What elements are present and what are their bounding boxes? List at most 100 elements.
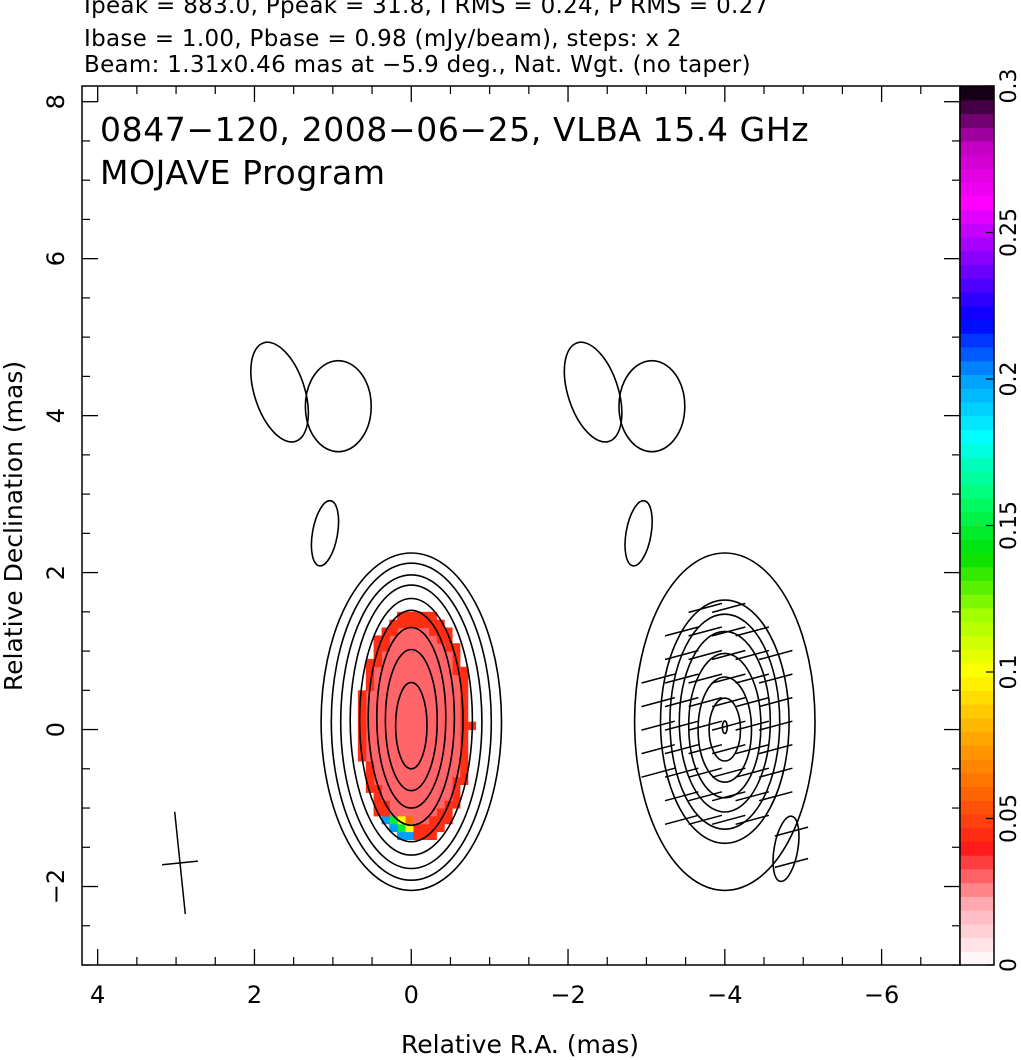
colorbar-swatch xyxy=(960,786,994,801)
polarization-pixel xyxy=(459,729,469,738)
polarization-pixel xyxy=(420,768,430,778)
polarization-pixel xyxy=(381,792,390,801)
polarization-pixel xyxy=(373,643,382,652)
intensity-contour-right xyxy=(678,630,772,813)
colorbar-swatch xyxy=(960,772,994,787)
evpa-tick xyxy=(688,767,723,778)
polarization-pixel xyxy=(420,635,430,644)
polarization-pixel xyxy=(365,690,375,699)
polarization-pixel xyxy=(420,753,430,762)
polarization-pixel xyxy=(420,690,430,699)
polarization-pixel xyxy=(452,682,461,691)
polarization-pixel xyxy=(436,619,445,629)
colorbar-swatch xyxy=(960,621,994,636)
evpa-tick xyxy=(735,626,770,637)
evpa-tick xyxy=(758,767,793,778)
evpa-tick xyxy=(664,743,699,755)
polarization-pixel xyxy=(405,808,414,817)
polarization-pixel xyxy=(436,698,445,707)
colorbar-swatch xyxy=(960,305,994,321)
intensity-contour-right xyxy=(697,676,753,783)
polarization-pixel xyxy=(412,800,422,809)
polarization-pixel xyxy=(428,682,437,691)
polarization-pixel xyxy=(412,721,422,731)
polarization-pixel xyxy=(412,698,422,707)
polarization-pixel xyxy=(452,713,461,723)
polarization-pixel xyxy=(405,682,414,691)
polarization-pixel xyxy=(428,706,437,715)
polarization-pixel xyxy=(405,611,414,621)
polarization-pixel xyxy=(436,674,445,683)
polarization-pixel xyxy=(397,635,406,644)
polarization-pixel xyxy=(459,753,469,762)
polarization-pixel xyxy=(436,690,445,699)
colorbar-swatch xyxy=(960,154,994,169)
faint-contour xyxy=(310,499,340,567)
polarization-pixel xyxy=(436,706,445,715)
polarization-pixel xyxy=(452,658,461,668)
colorbar-swatch xyxy=(960,99,994,114)
y-tick-label: 0 xyxy=(42,722,70,737)
evpa-tick xyxy=(774,826,809,837)
polarization-pixel xyxy=(428,713,437,723)
polarization-pixel xyxy=(405,792,414,801)
colorbar-swatch xyxy=(960,237,994,252)
polarization-pixel xyxy=(389,776,398,785)
polarization-pixel xyxy=(397,745,406,754)
polarization-pixel xyxy=(389,682,398,691)
polarization-pixel xyxy=(452,792,461,801)
polarization-pixel xyxy=(357,729,367,738)
polarization-pixel xyxy=(389,745,398,754)
intensity-contour-left xyxy=(330,562,493,882)
polarization-pixel xyxy=(420,619,430,629)
polarization-pixel xyxy=(397,784,406,793)
colorbar-swatch xyxy=(960,388,994,403)
polarization-pixel xyxy=(373,776,382,785)
colorbar-swatch xyxy=(960,539,994,554)
polarization-pixel xyxy=(420,792,430,801)
polarization-pixel xyxy=(444,753,453,762)
polarization-pixel xyxy=(365,737,375,746)
polarization-pixel xyxy=(365,729,375,738)
polarization-pixel xyxy=(365,721,375,731)
evpa-tick xyxy=(774,857,809,869)
evpa-tick xyxy=(711,767,746,778)
colorbar-swatch xyxy=(960,607,994,623)
polarization-pixel xyxy=(373,760,382,770)
polarization-pixel xyxy=(397,760,406,770)
chart-title-line1: 0847−120, 2008−06−25, VLBA 15.4 GHz xyxy=(100,110,809,149)
polarization-pixel xyxy=(405,690,414,699)
polarization-pixel xyxy=(420,627,430,636)
evpa-tick xyxy=(758,791,793,802)
colorbar-tick-label: 0.05 xyxy=(997,794,1021,843)
polarization-pixel xyxy=(420,721,430,731)
y-tick-label: −2 xyxy=(42,869,70,904)
evpa-tick xyxy=(641,696,675,708)
colorbar-swatch xyxy=(960,525,994,540)
evpa-tick xyxy=(688,602,723,614)
polarization-pixel xyxy=(381,808,390,817)
intensity-contour-left xyxy=(375,626,447,809)
polarization-pixel xyxy=(444,635,453,644)
polarization-pixel xyxy=(436,643,445,652)
polarization-pixel xyxy=(381,815,390,825)
colorbar-swatch xyxy=(960,374,994,389)
colorbar-swatch xyxy=(960,223,994,238)
polarization-pixel xyxy=(405,635,414,644)
polarization-pixel xyxy=(389,753,398,762)
polarization-pixel xyxy=(428,698,437,707)
evpa-tick xyxy=(664,720,699,731)
polarization-pixel xyxy=(436,682,445,691)
polarization-pixel xyxy=(452,721,461,731)
polarization-pixel xyxy=(412,619,422,629)
colorbar-tick-label: 0.1 xyxy=(997,655,1021,690)
colorbar-swatch xyxy=(960,360,994,375)
polarization-pixel xyxy=(436,729,445,738)
polarization-pixel xyxy=(405,831,414,840)
polarization-pixel xyxy=(459,690,469,699)
evpa-tick xyxy=(664,673,699,684)
polarization-pixel xyxy=(428,815,437,825)
polarization-pixel xyxy=(420,682,430,691)
polarization-pixel xyxy=(397,674,406,683)
evpa-tick xyxy=(711,649,746,661)
